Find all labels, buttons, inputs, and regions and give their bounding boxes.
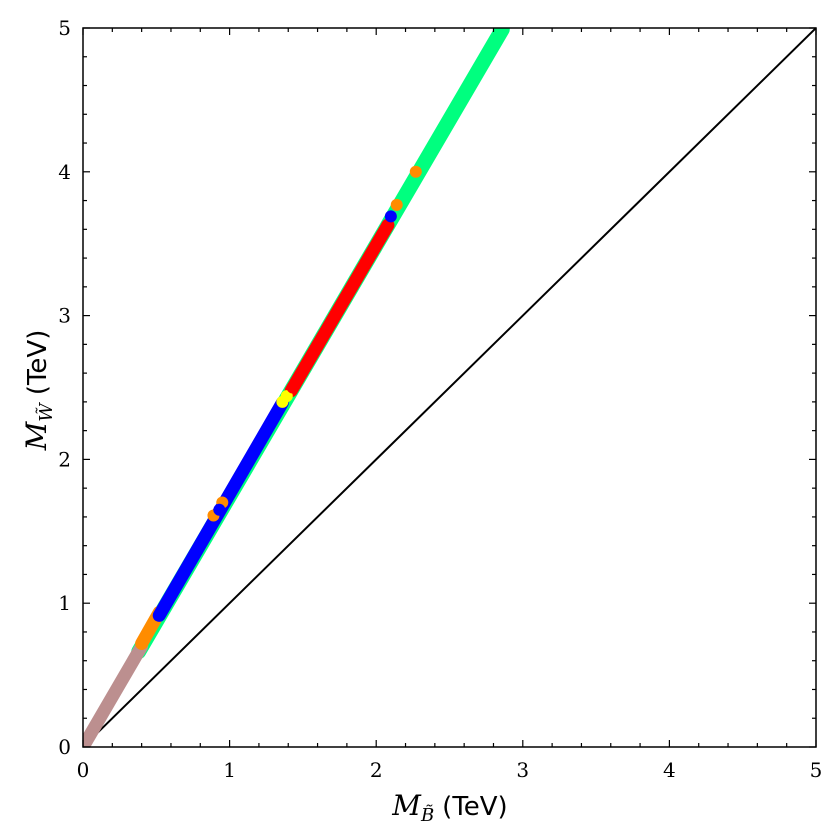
diagonal-reference-line bbox=[83, 28, 816, 747]
x-tick-label: 2 bbox=[370, 758, 383, 782]
data-point-4 bbox=[213, 503, 226, 516]
data-point-7 bbox=[384, 210, 397, 223]
x-tick-label: 5 bbox=[810, 758, 823, 782]
y-tick-label: 0 bbox=[58, 735, 71, 759]
y-tick-label: 5 bbox=[58, 16, 71, 40]
x-tick-label: 0 bbox=[77, 758, 90, 782]
plot-frame bbox=[82, 27, 817, 748]
x-tick-label: 1 bbox=[223, 758, 236, 782]
y-axis-label: MW̃(TeV) bbox=[20, 330, 57, 452]
y-tick-label: 3 bbox=[58, 304, 71, 328]
data-point-5 bbox=[390, 198, 403, 211]
x-tick-label: 3 bbox=[516, 758, 529, 782]
data-band-4 bbox=[284, 218, 395, 398]
data-point-9 bbox=[138, 633, 151, 646]
x-axis-label: MB̃ (TeV) bbox=[391, 789, 507, 826]
data-point-6 bbox=[409, 165, 422, 178]
y-tick-label: 2 bbox=[58, 447, 71, 471]
data-band-1 bbox=[83, 639, 149, 747]
x-tick-label: 4 bbox=[663, 758, 676, 782]
data-point-1 bbox=[280, 390, 293, 403]
y-tick-label: 4 bbox=[58, 160, 71, 184]
y-tick-label: 1 bbox=[58, 591, 71, 615]
data-point-8 bbox=[286, 381, 299, 394]
axis-ticks: 0 1 2 3 4 5 0 1 2 3 4 5 bbox=[58, 16, 822, 782]
plot-area bbox=[83, 28, 816, 747]
